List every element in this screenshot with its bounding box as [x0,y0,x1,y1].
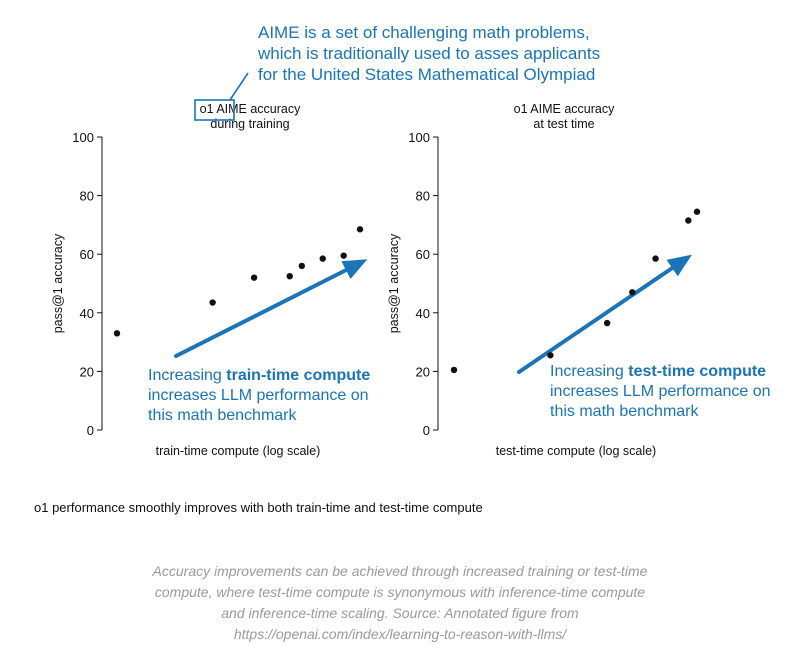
source-line: and inference-time scaling. Source: Anno… [221,605,579,621]
source-line: compute, where test-time compute is syno… [154,584,646,600]
note-test: Increasing test-time compute increases L… [550,362,771,422]
y-tick-label: 40 [416,306,430,321]
chart-title-test: o1 AIME accuracy at test time [464,102,664,132]
y-tick-label: 60 [80,247,94,262]
note-line-2: increases LLM performance on [550,383,771,400]
source-line: https://openai.com/index/learning-to-rea… [233,626,567,642]
x-axis-label: train-time compute (log scale) [156,444,321,458]
data-point [685,217,692,224]
callout-line: which is traditionally used to asses app… [258,44,601,63]
y-tick-label: 80 [416,189,430,204]
y-tick-label: 0 [87,423,94,438]
note-training: Increasing train-time compute increases … [148,366,370,426]
source-caption: Accuracy improvements can be achieved th… [80,561,720,645]
y-axis-label: pass@1 accuracy [387,233,401,333]
data-point [356,226,364,233]
source-line: Accuracy improvements can be achieved th… [152,563,648,579]
data-point [319,255,326,262]
callout-connector-line [229,72,249,101]
y-tick-label: 100 [408,130,430,145]
data-point [652,255,659,262]
note-line-3: this math benchmark [550,403,699,420]
note-bold: test-time compute [628,363,767,380]
charts-canvas: 0 20 40 60 80 100 pass@1 accuracy train-time co… [51,72,701,458]
data-point [603,319,611,327]
data-point [629,289,636,296]
data-point [450,366,458,374]
callout-line: AIME is a set of challenging math proble… [258,23,590,42]
title-prefix: o1 [199,102,217,116]
y-tick-label: 20 [80,364,94,379]
note-bold: train-time compute [226,367,371,384]
figure-caption: o1 performance smoothly improves with bo… [34,500,483,515]
trend-arrow [174,259,368,358]
chart-title-training: o1 AIME accuracy during training [150,102,350,132]
title-line-1: o1 AIME accuracy [513,102,615,116]
data-point [340,252,347,259]
note-line-2: increases LLM performance on [148,387,369,404]
y-tick-label: 80 [80,189,94,204]
trend-arrow [517,254,692,374]
x-axis-label: test-time compute (log scale) [496,444,656,458]
note-prefix: Increasing [148,367,227,384]
data-point [693,208,701,215]
y-tick-label: 60 [416,247,430,262]
data-point [209,299,216,306]
data-point [298,262,306,270]
y-tick-label: 0 [423,423,430,438]
note-line-3: this math benchmark [148,407,297,424]
y-tick-label: 40 [80,306,94,321]
note-prefix: Increasing [550,363,629,380]
data-point [547,352,554,359]
aime-highlight-box [194,99,235,121]
callout-line: for the United States Mathematical Olymp… [258,65,596,84]
title-line-2: at test time [533,117,595,131]
data-point [250,274,258,281]
title-suffix: accuracy [246,102,301,116]
y-tick-label: 100 [72,130,94,145]
y-axis-label: pass@1 accuracy [51,233,65,333]
y-tick-label: 20 [416,364,430,379]
aime-highlight-word: AIME [216,102,247,116]
data-point [113,330,121,337]
aime-callout: AIME is a set of challenging math proble… [258,22,688,85]
data-point [286,272,293,280]
